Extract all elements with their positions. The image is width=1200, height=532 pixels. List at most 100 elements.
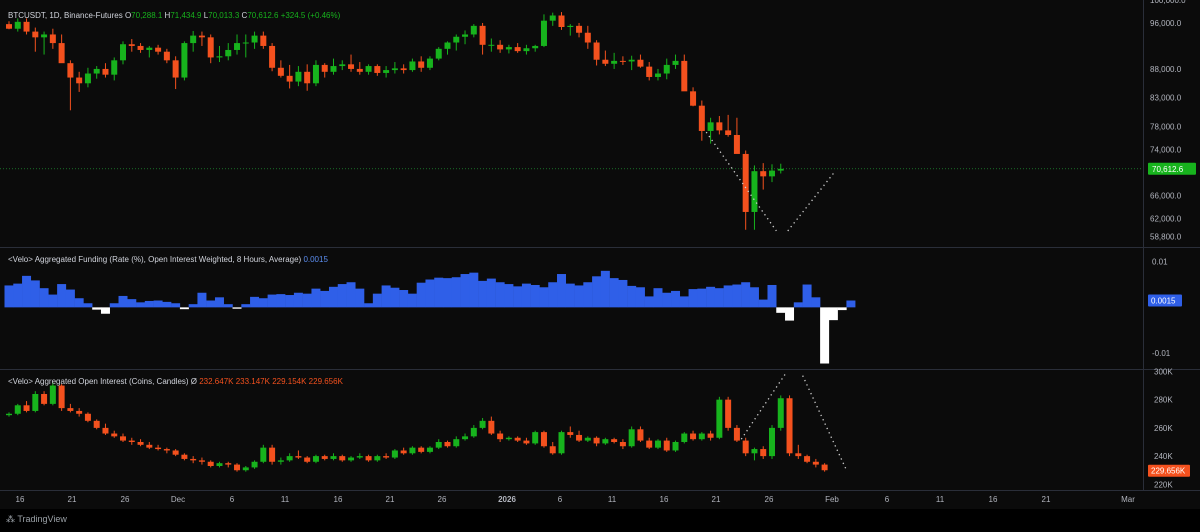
funding-bar <box>83 303 93 308</box>
funding-bar <box>671 290 681 308</box>
price-candle <box>76 77 83 84</box>
price-candle <box>93 68 100 74</box>
price-candle <box>716 122 723 131</box>
price-candle <box>611 60 618 64</box>
price-candle <box>348 64 355 69</box>
price-candle <box>295 71 302 82</box>
oi-candle <box>93 420 100 428</box>
price-candle <box>602 59 609 64</box>
oi-candle <box>137 442 144 445</box>
oi-legend: <Velo> Aggregated Open Interest (Coins, … <box>8 377 344 386</box>
funding-bar <box>206 300 216 308</box>
price-candle <box>567 25 574 27</box>
funding-bar <box>618 279 628 308</box>
funding-bar <box>521 283 531 308</box>
price-candle <box>242 42 249 44</box>
oi-candle <box>558 432 565 454</box>
last-price-label-bg <box>1148 162 1196 175</box>
price-axis-tick: 83,000.0 <box>1150 94 1182 103</box>
legend-symbol: BTCUSDT, 1D, Binance-Futures <box>8 11 125 20</box>
funding-bar <box>293 292 303 308</box>
oi-candle <box>602 439 609 444</box>
funding-bar <box>250 296 260 308</box>
oi-last-label-bg <box>1148 464 1190 477</box>
funding-bar <box>223 304 233 308</box>
price-candle <box>269 45 276 68</box>
funding-bar <box>65 289 75 308</box>
legend-open-value: 70,288.1 <box>131 11 164 20</box>
funding-bar <box>539 287 549 308</box>
oi-candle <box>637 429 644 441</box>
tradingview-logo[interactable]: ⁂ TradingView <box>6 514 67 525</box>
price-candle <box>32 31 39 38</box>
price-candle <box>470 25 477 35</box>
funding-bar <box>609 278 619 308</box>
oi-candle <box>234 464 241 471</box>
price-candle <box>6 24 12 29</box>
funding-bar <box>846 300 856 308</box>
price-candle <box>698 105 705 131</box>
price-candle <box>663 64 670 74</box>
oi-axis-tick: 240K <box>1154 452 1173 461</box>
price-candle <box>777 168 784 171</box>
oi-candle <box>646 440 653 448</box>
price-candle <box>172 60 179 78</box>
oi-candle <box>611 439 618 442</box>
time-axis-tick: 2026 <box>498 495 516 504</box>
funding-bar <box>276 294 286 308</box>
price-candle <box>383 70 390 73</box>
price-candle <box>654 73 661 77</box>
oi-candle <box>225 463 232 465</box>
oi-candle <box>304 457 311 462</box>
legend-high-label: H <box>165 11 171 20</box>
oi-candle <box>654 440 661 448</box>
price-candle <box>409 61 416 71</box>
time-axis-tick: 21 <box>386 495 395 504</box>
price-candle <box>435 48 442 59</box>
oi-candle <box>58 385 65 409</box>
price-candle <box>304 71 311 84</box>
funding-bar <box>504 284 514 308</box>
price-candle <box>768 170 775 177</box>
price-candle <box>330 66 337 72</box>
price-candle <box>400 68 407 71</box>
price-candle <box>584 32 591 43</box>
funding-bar <box>346 282 356 308</box>
funding-legend-value: 0.0015 <box>303 255 328 264</box>
price-candle <box>497 44 504 50</box>
oi-candle <box>733 427 740 441</box>
oi-candle <box>339 456 346 461</box>
oi-candle <box>576 434 583 441</box>
oi-candle <box>470 427 477 437</box>
funding-bar <box>179 307 189 310</box>
price-axis-tick: 58,800.0 <box>1150 233 1182 242</box>
oi-candle <box>128 440 135 442</box>
funding-bar <box>837 307 847 311</box>
oi-candle <box>41 394 48 404</box>
funding-bar <box>592 276 602 308</box>
oi-candle <box>163 449 170 451</box>
price-candle <box>444 42 451 49</box>
price-candle <box>558 15 565 27</box>
price-candle <box>619 60 626 62</box>
oi-candle <box>374 456 381 461</box>
funding-bar <box>653 288 663 308</box>
funding-legend: <Velo> Aggregated Funding (Rate (%), Ope… <box>8 255 328 264</box>
footer-bar <box>0 509 1200 532</box>
oi-candle <box>216 463 223 466</box>
funding-bar <box>697 288 707 308</box>
oi-candle <box>514 437 521 441</box>
funding-bar <box>741 282 751 308</box>
oi-candle <box>67 408 74 411</box>
oi-candle <box>628 429 635 447</box>
chart-canvas: 100,000.0 96,000.0 88,000.0 83,000.0 78,000.… <box>0 0 1200 504</box>
time-axis-tick: Feb <box>825 495 839 504</box>
price-candle <box>549 15 556 21</box>
price-axis-tick: 88,000.0 <box>1150 65 1182 74</box>
funding-bar <box>39 288 49 308</box>
price-candle <box>593 42 600 60</box>
oi-candle <box>330 456 337 459</box>
oi-last-label: 229.656K <box>1151 467 1186 476</box>
oi-candle <box>365 456 372 461</box>
price-candle <box>146 47 153 50</box>
